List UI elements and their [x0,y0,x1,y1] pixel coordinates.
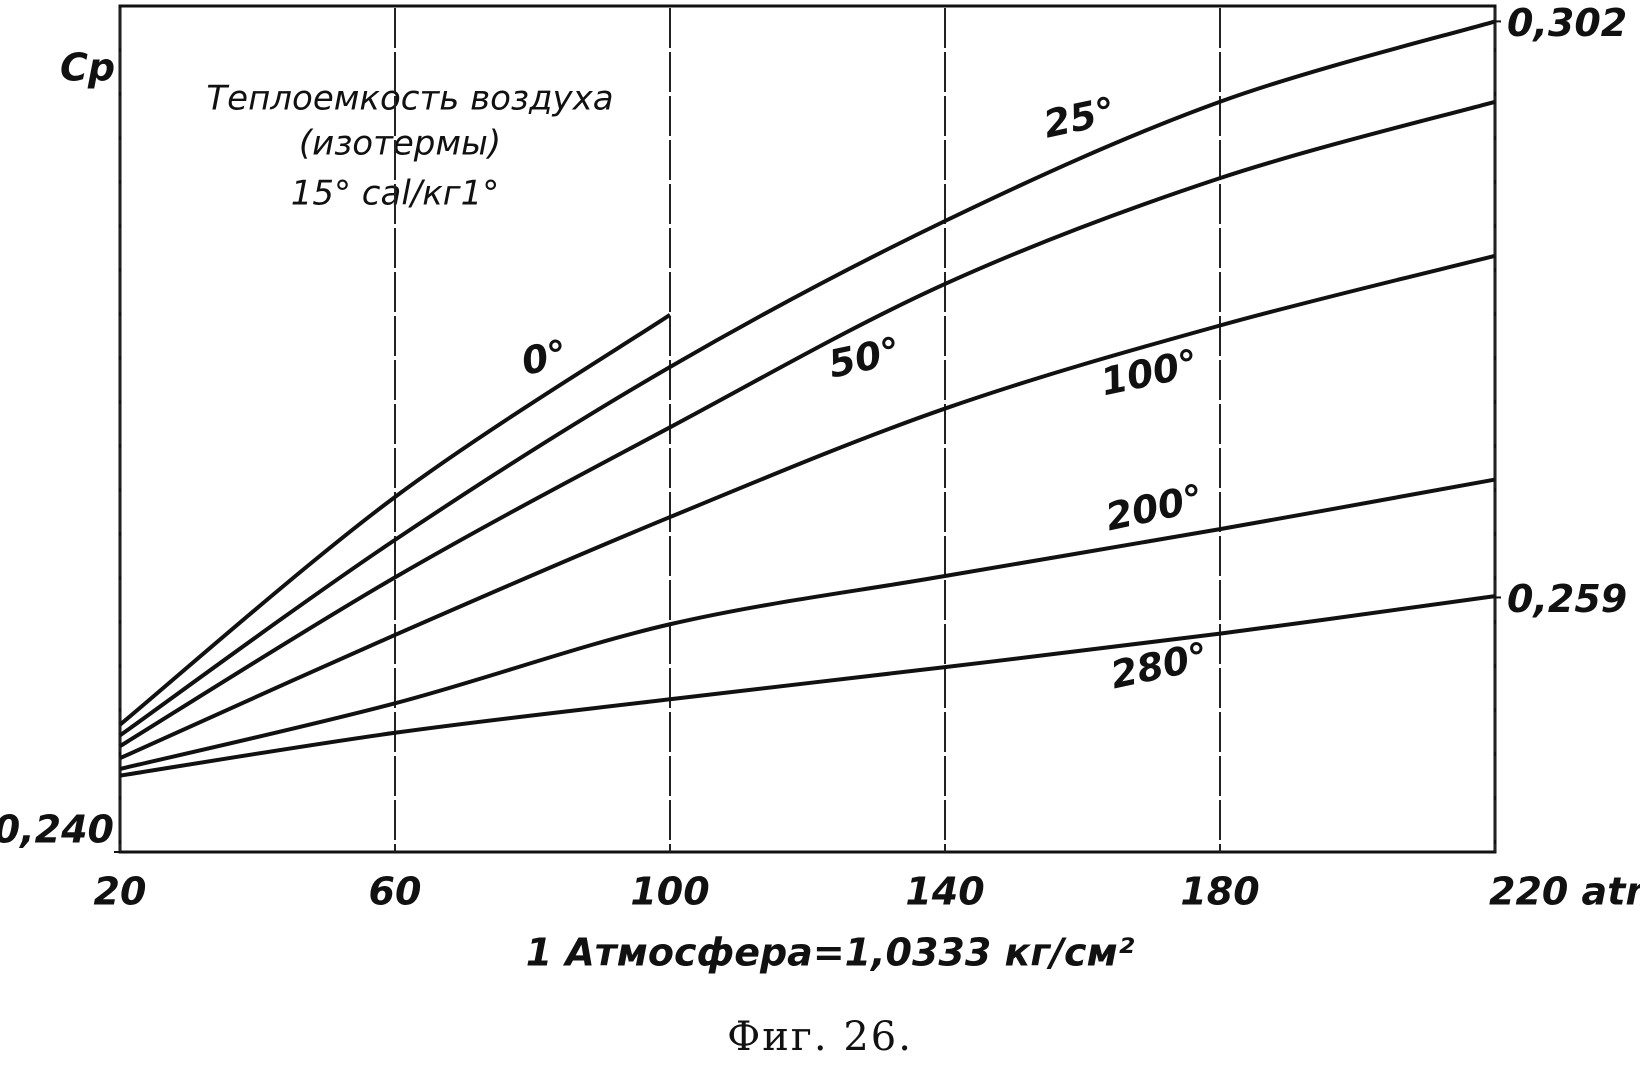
x-tick-label: 20 [94,870,147,914]
chart-subtitle: (изотермы) [299,124,501,164]
series-label: 200° [1102,476,1207,539]
series-label: 100° [1097,341,1202,404]
series-line [119,477,1496,771]
series-label: 0° [518,331,572,383]
series-line [119,594,1496,778]
x-tick-label: 220 atm [1489,870,1640,914]
series-line [118,313,672,727]
series-label: 25° [1040,89,1119,147]
series-line [118,19,1496,738]
y2-tick-label: 0,259 [1507,577,1627,621]
series-line [118,99,1496,748]
chart-title: Теплоемкость воздуха [206,79,613,119]
y2-tick-label: 0,302 [1507,1,1627,45]
x-tick-label: 100 [630,870,709,914]
y-tick-label: 0,240 [0,808,114,852]
series-line [119,253,1496,761]
x-tick-label: 140 [905,870,984,914]
x-axis-label: 1 Атмосфера=1,0333 кг/см² [526,931,1135,975]
y-axis-label: Cp [60,46,115,90]
caption: Фиг. 26. [727,1014,913,1060]
x-tick-label: 60 [369,870,422,914]
series-label: 280° [1107,634,1212,697]
x-tick-label: 180 [1180,870,1259,914]
